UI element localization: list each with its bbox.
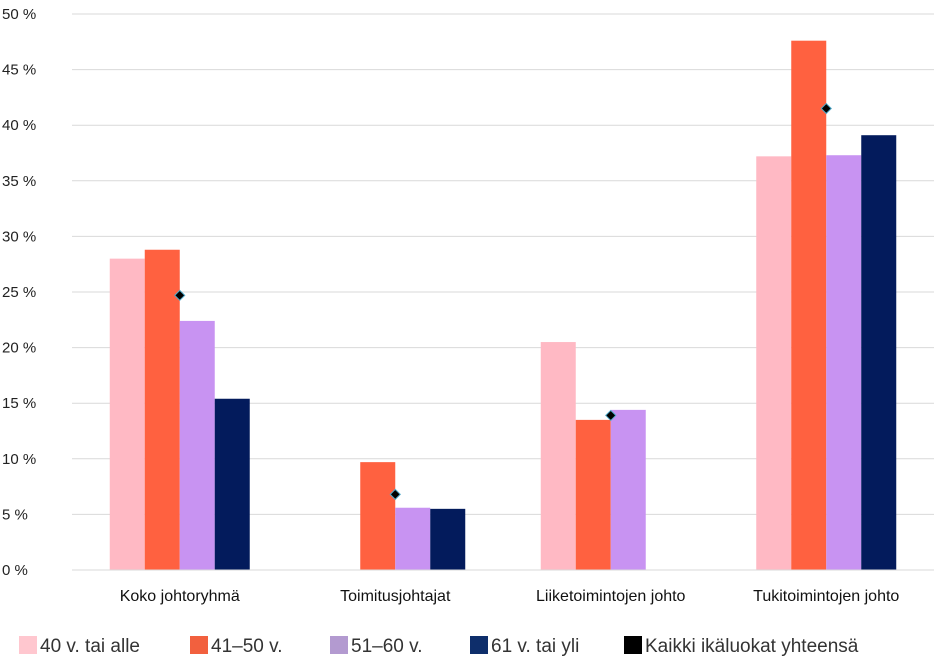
y-tick-label: 5 %: [2, 506, 28, 523]
category-label: Toimitusjohtajat: [340, 588, 451, 605]
bar-2-category-1: [144, 249, 180, 570]
category-label: Koko johtoryhmä: [120, 588, 240, 605]
bar-3-category-4: [826, 155, 862, 570]
bars: [109, 40, 897, 571]
y-tick-label: 15 %: [2, 395, 36, 412]
legend-label: 40 v. tai alle: [40, 636, 140, 657]
legend: 40 v. tai alle 41–50 v. 51–60 v. 61 v. tai …: [19, 636, 859, 657]
bar-4-category-4: [861, 135, 897, 570]
total-marker-category-3: [605, 409, 617, 422]
bar-2-category-2: [360, 462, 396, 570]
legend-label: 41–50 v.: [211, 636, 282, 657]
legend-swatch: [19, 636, 37, 654]
bar-3-category-2: [395, 507, 431, 570]
category-label: Tukitoimintojen johto: [753, 588, 899, 605]
bar-1-category-1: [109, 258, 145, 570]
y-tick-label: 50 %: [2, 6, 36, 23]
bar-4-category-1: [214, 398, 250, 570]
legend-swatch: [470, 636, 488, 654]
y-axis-ticks: 0 % 5 % 10 % 15 % 20 % 25 % 30 % 35 % 40 % 45 % 50…: [2, 6, 36, 579]
y-tick-label: 25 %: [2, 284, 36, 301]
bar-4-category-2: [430, 508, 466, 570]
y-tick-label: 35 %: [2, 173, 36, 190]
legend-label: 51–60 v.: [351, 636, 422, 657]
legend-swatch: [190, 636, 208, 654]
bar-2-category-3: [575, 419, 611, 570]
total-marker-category-1: [174, 289, 186, 302]
y-tick-label: 0 %: [2, 562, 28, 579]
bar-3-category-1: [179, 320, 215, 570]
bar-1-category-4: [756, 156, 792, 570]
y-tick-label: 30 %: [2, 228, 36, 245]
y-tick-label: 45 %: [2, 62, 36, 79]
bar-3-category-3: [610, 409, 646, 570]
bar-2-category-4: [791, 40, 827, 571]
x-axis-categories: Koko johtoryhmä Toimitusjohtajat Liiketoim…: [120, 588, 900, 605]
legend-swatch: [624, 636, 642, 654]
total-marker-category-2: [389, 488, 401, 501]
total-marker-category-4: [820, 102, 832, 115]
y-tick-label: 10 %: [2, 451, 36, 468]
y-tick-label: 40 %: [2, 117, 36, 134]
category-label: Liiketoimintojen johto: [536, 588, 686, 605]
bar-1-category-3: [540, 342, 576, 570]
total-markers: [174, 102, 832, 501]
legend-label: Kaikki ikäluokat yhteensä: [645, 636, 859, 657]
legend-label: 61 v. tai yli: [491, 636, 579, 657]
legend-swatch: [330, 636, 348, 654]
y-tick-label: 20 %: [2, 340, 36, 357]
